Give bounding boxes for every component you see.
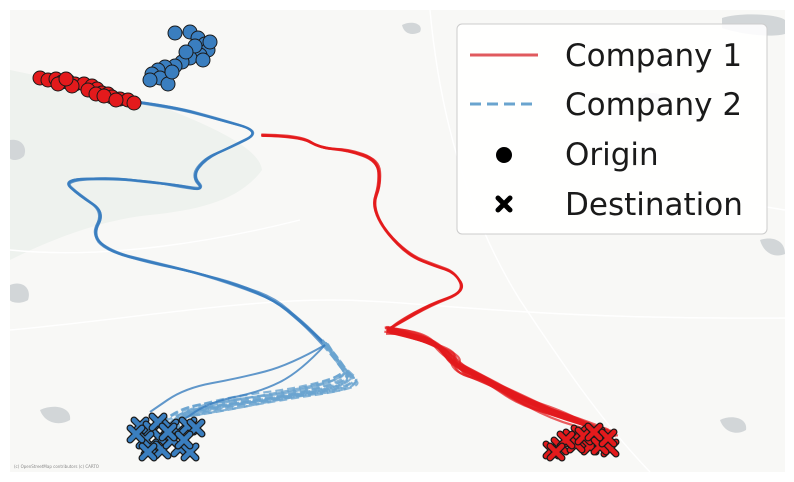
company2-destination-marker	[126, 424, 146, 444]
company1-origin-marker	[126, 95, 142, 111]
legend-company2-label: Company 2	[565, 87, 742, 123]
legend-destination-x-icon	[495, 195, 513, 213]
company1-destination-marker	[598, 428, 618, 448]
basemap-lake	[402, 22, 421, 34]
basemap-lake	[40, 406, 71, 424]
company2-route	[149, 344, 326, 413]
legend-origin-label: Origin	[565, 137, 659, 173]
company1-origin-marker	[108, 92, 124, 108]
company1-destination-marker	[584, 422, 604, 442]
company2-origin-marker	[202, 34, 218, 50]
basemap-lake	[10, 283, 29, 303]
company2-origin-marker	[178, 44, 194, 60]
company2-origin-marker	[167, 25, 183, 41]
basemap-road	[9, 219, 301, 254]
basemap-lake	[760, 238, 785, 256]
company2-destination-marker	[158, 422, 178, 442]
company2-destination-marker	[174, 430, 194, 450]
company2-route	[179, 344, 326, 423]
legend-destination-label: Destination	[565, 187, 743, 223]
marker-layer	[32, 24, 620, 462]
company1-route	[384, 327, 615, 435]
company1-route	[261, 133, 463, 332]
legend-box	[456, 23, 768, 235]
basemap-lake	[720, 417, 747, 433]
map-legend: Company 1 Company 2 Origin Destination	[456, 23, 768, 235]
company2-destination-marker	[180, 442, 200, 462]
company1-destination-marker	[546, 442, 566, 462]
legend-origin-circle-icon	[496, 147, 512, 163]
company2-route	[68, 100, 325, 346]
company2-destination-marker	[138, 442, 158, 462]
company2-origin-marker	[195, 52, 211, 68]
company2-origin-marker	[164, 64, 180, 80]
route-layer	[67, 100, 619, 439]
basemap-road	[9, 299, 786, 331]
basemap-lake	[10, 139, 26, 160]
basemap-park-area	[10, 70, 262, 260]
company1-origin-marker	[58, 71, 74, 87]
map-attribution: (c) OpenStreetMap contributors (c) CARTO	[14, 464, 99, 469]
legend-company1-label: Company 1	[565, 38, 742, 74]
basemap-road	[429, 9, 651, 473]
company2-origin-marker	[142, 72, 158, 88]
